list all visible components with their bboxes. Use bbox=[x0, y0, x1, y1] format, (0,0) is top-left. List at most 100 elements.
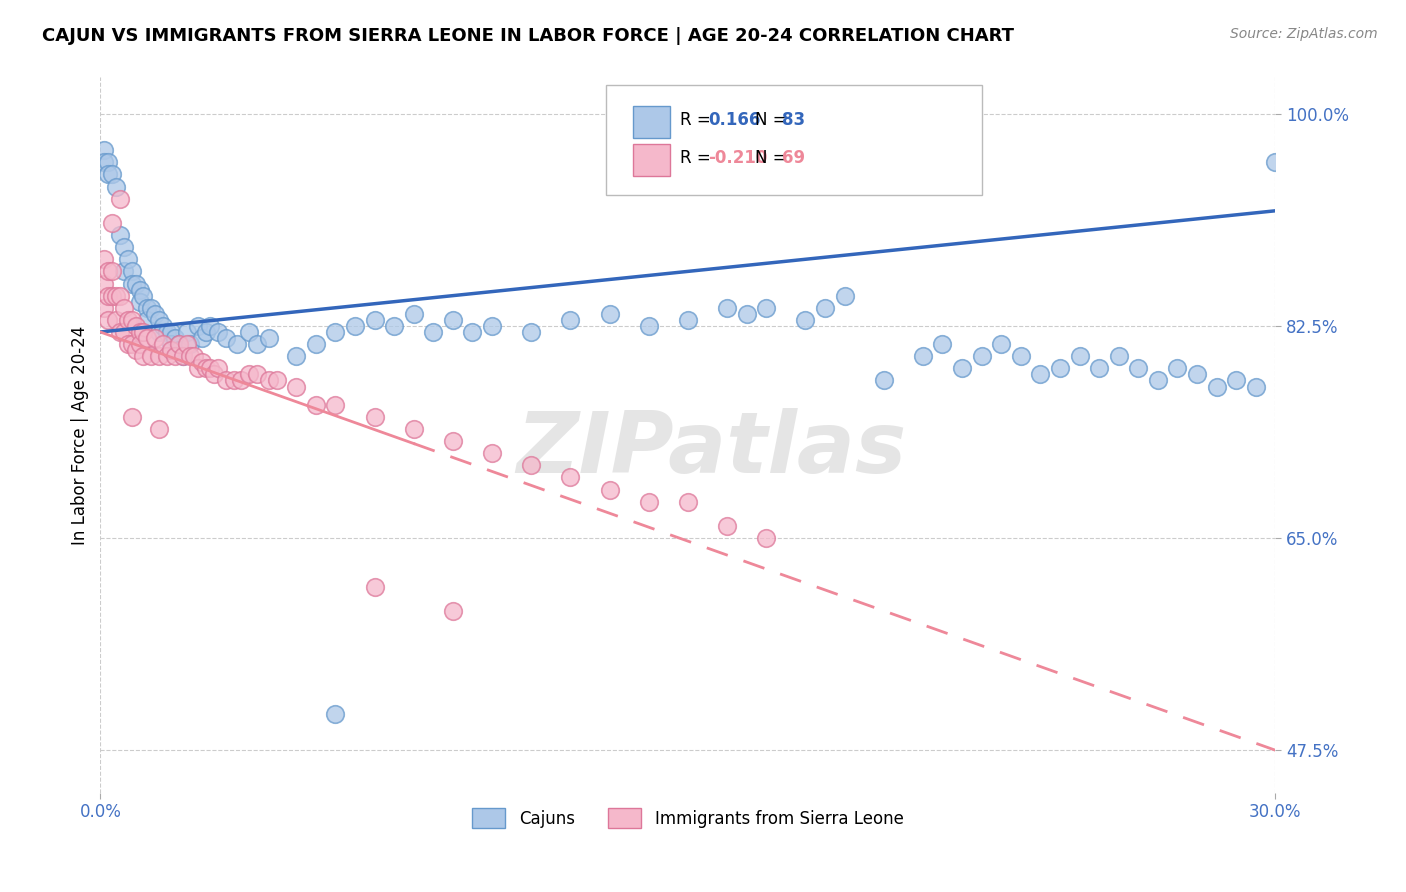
FancyBboxPatch shape bbox=[633, 106, 671, 138]
Point bbox=[637, 318, 659, 333]
Text: 69: 69 bbox=[782, 149, 806, 168]
Point bbox=[124, 343, 146, 358]
Point bbox=[105, 288, 128, 302]
Point bbox=[1108, 349, 1130, 363]
Point bbox=[160, 337, 183, 351]
Point bbox=[117, 252, 139, 267]
Point bbox=[1205, 379, 1227, 393]
Point bbox=[325, 325, 347, 339]
Point bbox=[257, 374, 280, 388]
Point bbox=[325, 398, 347, 412]
Point bbox=[441, 604, 464, 618]
Point bbox=[215, 331, 238, 345]
Point bbox=[136, 301, 159, 315]
Point bbox=[136, 331, 159, 345]
Point bbox=[136, 313, 159, 327]
Point bbox=[226, 337, 249, 351]
Point bbox=[172, 349, 194, 363]
Point bbox=[198, 318, 221, 333]
Point bbox=[97, 313, 120, 327]
Point bbox=[599, 483, 621, 497]
Point bbox=[363, 313, 385, 327]
Point bbox=[382, 318, 405, 333]
Point bbox=[112, 301, 135, 315]
Point bbox=[124, 277, 146, 291]
Point bbox=[716, 301, 738, 315]
Point bbox=[152, 318, 174, 333]
Point bbox=[105, 179, 128, 194]
Point bbox=[148, 349, 170, 363]
Point bbox=[1128, 361, 1150, 376]
Point bbox=[1264, 155, 1286, 169]
Point bbox=[132, 288, 155, 302]
Point bbox=[1010, 349, 1032, 363]
Point bbox=[305, 337, 328, 351]
Point bbox=[167, 343, 190, 358]
Point bbox=[108, 288, 131, 302]
Point bbox=[97, 264, 120, 278]
Point bbox=[121, 313, 143, 327]
Point bbox=[461, 325, 484, 339]
Point bbox=[676, 494, 699, 508]
Point bbox=[167, 337, 190, 351]
Point bbox=[191, 331, 214, 345]
Point bbox=[481, 318, 503, 333]
Point bbox=[755, 301, 778, 315]
Point bbox=[560, 470, 582, 484]
Point bbox=[441, 434, 464, 449]
Point bbox=[911, 349, 934, 363]
Text: Source: ZipAtlas.com: Source: ZipAtlas.com bbox=[1230, 27, 1378, 41]
Point bbox=[814, 301, 837, 315]
Point bbox=[873, 374, 896, 388]
Point bbox=[108, 325, 131, 339]
Point bbox=[520, 325, 543, 339]
Point bbox=[187, 318, 209, 333]
Point bbox=[121, 277, 143, 291]
Point bbox=[148, 313, 170, 327]
Point bbox=[343, 318, 366, 333]
Point bbox=[637, 494, 659, 508]
Point bbox=[560, 313, 582, 327]
Point bbox=[167, 337, 190, 351]
Point bbox=[132, 349, 155, 363]
Point bbox=[121, 264, 143, 278]
Point bbox=[402, 422, 425, 436]
Text: 83: 83 bbox=[782, 112, 806, 129]
Point bbox=[222, 374, 245, 388]
Point bbox=[363, 580, 385, 594]
Point bbox=[520, 458, 543, 473]
Point bbox=[156, 349, 179, 363]
Y-axis label: In Labor Force | Age 20-24: In Labor Force | Age 20-24 bbox=[72, 326, 89, 545]
Point bbox=[97, 168, 120, 182]
Point bbox=[257, 331, 280, 345]
Point bbox=[422, 325, 444, 339]
Point bbox=[195, 325, 218, 339]
Point bbox=[97, 155, 120, 169]
Point bbox=[179, 349, 201, 363]
Point bbox=[143, 307, 166, 321]
Point bbox=[172, 349, 194, 363]
Point bbox=[238, 368, 260, 382]
Point bbox=[128, 337, 150, 351]
Point bbox=[481, 446, 503, 460]
Point bbox=[198, 361, 221, 376]
FancyBboxPatch shape bbox=[606, 85, 981, 195]
Point bbox=[183, 349, 205, 363]
Point bbox=[1049, 361, 1071, 376]
Point bbox=[160, 343, 183, 358]
Point bbox=[117, 313, 139, 327]
Point bbox=[163, 331, 186, 345]
Point bbox=[931, 337, 953, 351]
Point bbox=[1069, 349, 1091, 363]
Point bbox=[246, 368, 269, 382]
Point bbox=[325, 706, 347, 721]
Point bbox=[101, 264, 124, 278]
FancyBboxPatch shape bbox=[633, 144, 671, 176]
Point bbox=[112, 240, 135, 254]
Point bbox=[156, 325, 179, 339]
Text: ZIPatlas: ZIPatlas bbox=[516, 408, 907, 491]
Point bbox=[101, 168, 124, 182]
Point bbox=[202, 368, 225, 382]
Point bbox=[121, 337, 143, 351]
Point bbox=[101, 216, 124, 230]
